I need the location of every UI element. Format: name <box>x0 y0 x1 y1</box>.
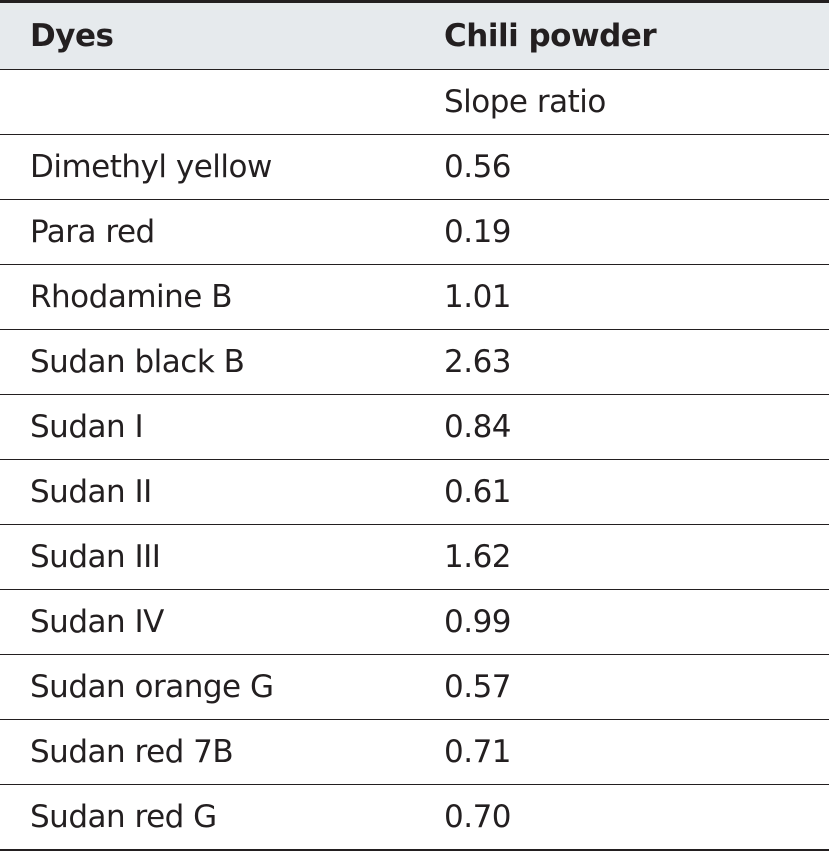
slope-ratio: 0.61 <box>444 474 512 510</box>
table-row: Dimethyl yellow 0.56 <box>0 135 829 200</box>
slope-ratio: 2.63 <box>444 344 512 380</box>
slope-ratio: 0.71 <box>444 734 512 770</box>
header-cell: Chili powder <box>444 18 657 54</box>
dye-name: Sudan orange G <box>30 669 274 705</box>
dye-name: Sudan red G <box>30 799 217 835</box>
table-row: Sudan red G 0.70 <box>0 785 829 851</box>
dye-name: Sudan I <box>30 409 144 445</box>
header-cell: Dyes <box>30 18 114 54</box>
dye-name: Para red <box>30 214 155 250</box>
dye-name: Sudan red 7B <box>30 734 234 770</box>
dye-name: Sudan II <box>30 474 152 510</box>
subheader-row: Slope ratio <box>0 70 829 135</box>
dye-name: Rhodamine B <box>30 279 232 315</box>
header-row: Dyes Chili powder <box>0 0 829 70</box>
slope-ratio: 1.62 <box>444 539 512 575</box>
slope-ratio: 1.01 <box>444 279 512 315</box>
slope-ratio: 0.56 <box>444 149 512 185</box>
table-row: Sudan I 0.84 <box>0 395 829 460</box>
table-row: Sudan black B 2.63 <box>0 330 829 395</box>
subheader-cell: Slope ratio <box>444 84 606 120</box>
slope-ratio: 0.99 <box>444 604 512 640</box>
table-row: Sudan red 7B 0.71 <box>0 720 829 785</box>
slope-ratio: 0.70 <box>444 799 512 835</box>
slope-ratio: 0.19 <box>444 214 512 250</box>
dye-name: Sudan III <box>30 539 161 575</box>
table-row: Para red 0.19 <box>0 200 829 265</box>
dye-name: Dimethyl yellow <box>30 149 272 185</box>
dye-name: Sudan black B <box>30 344 245 380</box>
table-row: Sudan orange G 0.57 <box>0 655 829 720</box>
table-row: Sudan III 1.62 <box>0 525 829 590</box>
dye-name: Sudan IV <box>30 604 164 640</box>
slope-ratio: 0.84 <box>444 409 512 445</box>
slope-ratio: 0.57 <box>444 669 512 705</box>
table-row: Rhodamine B 1.01 <box>0 265 829 330</box>
table-row: Sudan IV 0.99 <box>0 590 829 655</box>
table-row: Sudan II 0.61 <box>0 460 829 525</box>
